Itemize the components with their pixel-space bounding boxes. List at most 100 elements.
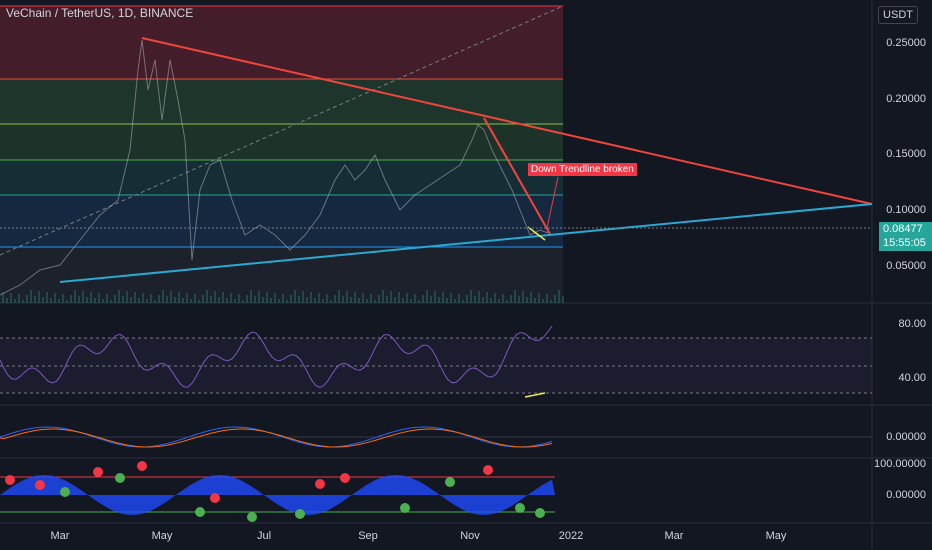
annotation-pointer (546, 176, 559, 229)
volume-bar (310, 292, 312, 303)
volume-bar (162, 290, 164, 303)
volume-bar (434, 291, 436, 303)
volume-bar (98, 293, 100, 303)
volume-bar (130, 297, 132, 303)
volume-bar (486, 292, 488, 303)
volume-bar (210, 296, 212, 303)
volume-bar (378, 295, 380, 303)
volume-bar (366, 299, 368, 303)
signal-line (0, 428, 553, 448)
volume-bar (526, 297, 528, 303)
volume-bar (454, 299, 456, 303)
fib-diagonal (0, 5, 564, 256)
rsi-band (0, 338, 872, 393)
y-tick-label: 0.20000 (886, 93, 926, 105)
osc-signal-dot (210, 493, 220, 503)
volume-bar (266, 292, 268, 303)
volume-bar (78, 296, 80, 303)
osc-signal-dot (60, 487, 70, 497)
last-price-tag: 0.08477 (879, 222, 932, 237)
volume-bar (406, 293, 408, 303)
volume-bar (58, 299, 60, 303)
volume-bar (22, 300, 24, 303)
volume-bar (522, 291, 524, 303)
volume-bar (538, 293, 540, 303)
osc-signal-dot (195, 507, 205, 517)
volume-bar (430, 296, 432, 303)
volume-bar (66, 300, 68, 303)
volume-bar (494, 293, 496, 303)
volume-bar (298, 296, 300, 303)
volume-bar (254, 296, 256, 303)
volume-bar (446, 298, 448, 303)
volume-bar (106, 294, 108, 303)
volume-bar (282, 294, 284, 303)
volume-bar (530, 292, 532, 303)
rsi-tick-label: 80.00 (898, 318, 926, 330)
volume-bar (138, 298, 140, 303)
volume-bar (426, 290, 428, 303)
x-tick-label: Mar (50, 530, 70, 542)
volume-bar (238, 294, 240, 303)
volume-bar (2, 292, 4, 303)
fib-band (0, 195, 563, 247)
volume-bar (102, 299, 104, 303)
osc-signal-dot (515, 503, 525, 513)
volume-bar (478, 291, 480, 303)
y-tick-label: 0.25000 (886, 37, 926, 49)
volume-bar (198, 300, 200, 303)
osc-area (0, 475, 555, 515)
volume-bar (294, 290, 296, 303)
volume-bar (394, 297, 396, 303)
volume-bar (558, 290, 560, 303)
volume-bar (470, 290, 472, 303)
volume-bar (534, 298, 536, 303)
volume-bar (318, 293, 320, 303)
volume-bar (326, 294, 328, 303)
symbol-title[interactable]: VeChain / TetherUS, 1D, BINANCE (6, 6, 194, 20)
volume-bar (110, 300, 112, 303)
volume-bar (330, 300, 332, 303)
osc-signal-dot (295, 509, 305, 519)
osc-tick-label: 100.00000 (874, 458, 926, 470)
volume-bar (38, 291, 40, 303)
volume-bar (358, 298, 360, 303)
price-series (0, 39, 549, 296)
trendline-annotation[interactable]: Down Trendline broken (528, 163, 637, 176)
volume-bar (194, 294, 196, 303)
currency-button[interactable]: USDT (878, 6, 918, 24)
volume-bar (258, 291, 260, 303)
volume-bar (286, 300, 288, 303)
volume-bar (70, 295, 72, 303)
osc-signal-dot (445, 477, 455, 487)
short-down-trendline (483, 117, 551, 235)
volume-bar (34, 296, 36, 303)
y-tick-label: 0.10000 (886, 204, 926, 216)
volume-bar (314, 298, 316, 303)
volume-bar (510, 295, 512, 303)
osc-signal-dot (35, 480, 45, 490)
volume-bar (166, 296, 168, 303)
volume-bar (246, 295, 248, 303)
volume-bar (14, 299, 16, 303)
volume-bar (146, 299, 148, 303)
volume-bar (234, 299, 236, 303)
volume-bar (202, 295, 204, 303)
volume-bar (218, 297, 220, 303)
volume-bar (342, 296, 344, 303)
volume-bar (482, 297, 484, 303)
volume-bar (42, 297, 44, 303)
volume-bar (170, 291, 172, 303)
volume-bar (250, 290, 252, 303)
volume-bar (354, 292, 356, 303)
volume-bar (270, 298, 272, 303)
volume-bar (50, 298, 52, 303)
down-trendline (141, 37, 873, 205)
volume-bar (306, 297, 308, 303)
volume-bar (158, 295, 160, 303)
fib-band (0, 6, 563, 79)
volume-bar (62, 294, 64, 303)
volume-bar (542, 299, 544, 303)
